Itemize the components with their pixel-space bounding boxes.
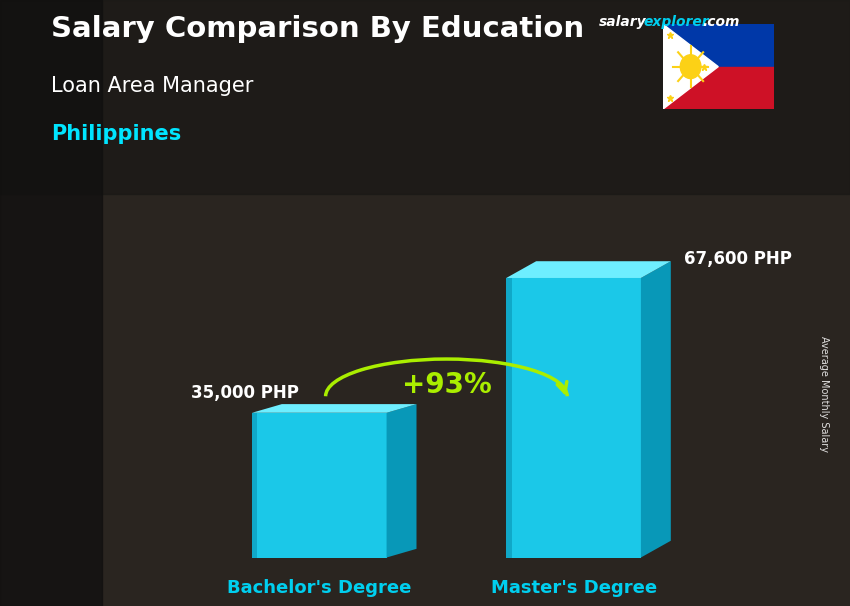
Text: explorer: explorer bbox=[643, 15, 709, 29]
Polygon shape bbox=[507, 278, 512, 558]
Bar bbox=[663, 24, 774, 67]
Text: +93%: +93% bbox=[401, 371, 491, 399]
Circle shape bbox=[680, 55, 701, 79]
Polygon shape bbox=[507, 278, 641, 558]
Text: 35,000 PHP: 35,000 PHP bbox=[190, 384, 298, 402]
Polygon shape bbox=[507, 261, 671, 278]
Polygon shape bbox=[252, 413, 258, 558]
Text: Philippines: Philippines bbox=[51, 124, 181, 144]
Text: Bachelor's Degree: Bachelor's Degree bbox=[227, 579, 411, 597]
Polygon shape bbox=[641, 261, 671, 558]
Polygon shape bbox=[252, 404, 416, 413]
Text: Salary Comparison By Education: Salary Comparison By Education bbox=[51, 15, 584, 43]
Bar bbox=[663, 67, 774, 109]
Text: 67,600 PHP: 67,600 PHP bbox=[684, 250, 792, 268]
Text: .com: .com bbox=[702, 15, 740, 29]
Text: Master's Degree: Master's Degree bbox=[490, 579, 657, 597]
Polygon shape bbox=[387, 404, 416, 558]
Text: Average Monthly Salary: Average Monthly Salary bbox=[819, 336, 829, 452]
Polygon shape bbox=[252, 413, 387, 558]
Polygon shape bbox=[663, 24, 718, 109]
Text: salary: salary bbox=[599, 15, 647, 29]
Text: Loan Area Manager: Loan Area Manager bbox=[51, 76, 253, 96]
